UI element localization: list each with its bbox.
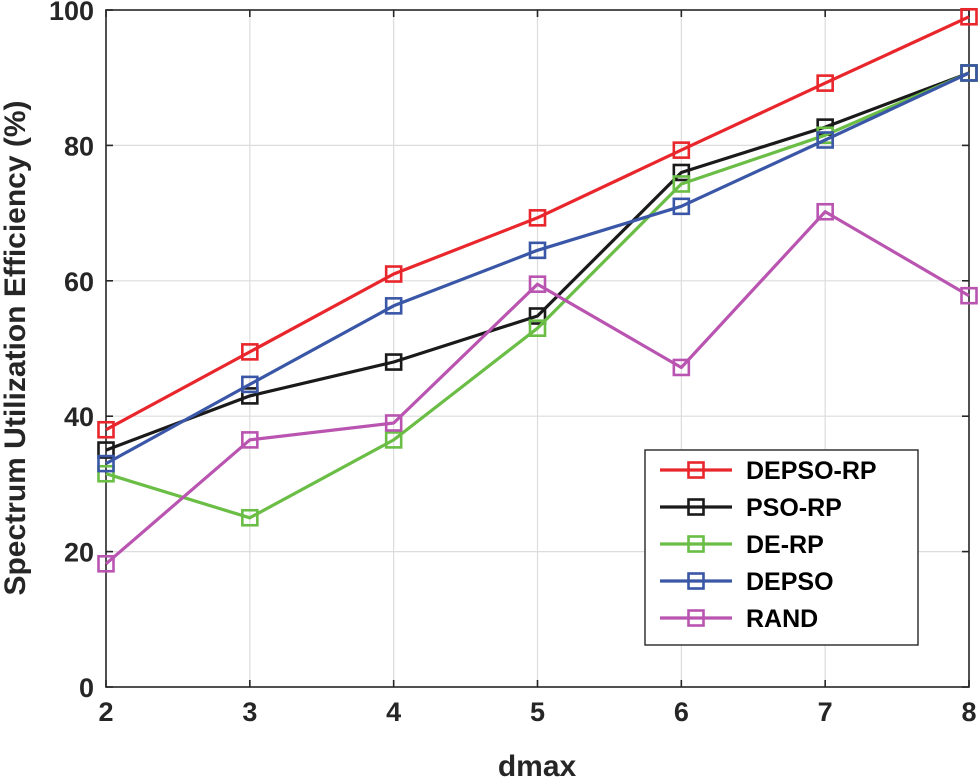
legend-entry-depso-rp: DEPSO-RP: [660, 457, 877, 485]
x-tick-label: 4: [386, 697, 401, 727]
y-tick-label: 60: [64, 267, 94, 297]
data-point-rand: [241, 431, 259, 449]
data-point-rand: [672, 358, 691, 377]
series-line-de-rp: [105, 71, 970, 520]
series-rand: [97, 202, 978, 573]
data-point-depso-rp: [816, 74, 834, 92]
data-point-de-rp: [528, 319, 547, 337]
series-layer: [97, 7, 978, 573]
y-tick-label: 40: [64, 402, 94, 432]
grid-lines: [106, 10, 969, 687]
data-point-de-rp: [97, 464, 115, 483]
legend-label-depso: DEPSO: [746, 568, 834, 596]
data-point-depso-rp: [97, 420, 115, 439]
data-point-depso: [816, 131, 834, 149]
data-point-depso: [960, 64, 978, 82]
legend-label-de-rp: DE-RP: [746, 531, 824, 559]
data-point-de-rp: [384, 431, 403, 449]
data-point-pso-rp: [672, 163, 691, 182]
data-point-rand: [97, 554, 115, 573]
legend-marker-depso: [687, 572, 705, 590]
x-tick-label: 2: [98, 697, 113, 727]
data-point-depso: [672, 197, 691, 216]
data-point-depso: [528, 241, 547, 260]
legend-label-rand: RAND: [746, 605, 818, 633]
x-tick-label: 6: [674, 697, 689, 727]
legend-entry-de-rp: DE-RP: [660, 531, 824, 559]
data-point-pso-rp: [97, 441, 115, 459]
legend-box: [644, 449, 919, 646]
data-point-rand: [384, 414, 403, 432]
x-tick-label: 8: [961, 697, 976, 727]
y-tick-label: 80: [64, 131, 94, 161]
y-tick-label: 20: [64, 538, 94, 568]
x-axis-label: dmax: [498, 750, 577, 779]
legend-marker-rand: [687, 609, 705, 627]
data-point-depso-rp: [960, 7, 978, 26]
data-point-de-rp: [241, 508, 259, 527]
data-point-pso-rp: [241, 387, 259, 405]
data-point-depso: [384, 297, 403, 315]
x-tick-label: 3: [242, 697, 257, 727]
legend-entry-rand: RAND: [660, 605, 818, 633]
data-point-pso-rp: [528, 307, 547, 325]
data-point-depso-rp: [528, 209, 547, 227]
legend-entry-depso: DEPSO: [660, 568, 834, 596]
x-tick-label: 7: [818, 697, 833, 727]
legend: DEPSO-RP PSO-RP DE-RP DEPSO RAND: [644, 449, 919, 646]
data-point-depso-rp: [672, 141, 691, 159]
series-line-rand: [104, 210, 970, 566]
data-point-depso: [241, 375, 259, 394]
data-point-depso: [97, 454, 115, 473]
data-point-rand: [528, 275, 547, 293]
y-tick-label: 0: [79, 673, 94, 703]
data-point-depso-rp: [384, 265, 403, 283]
series-line-depso-rp: [105, 15, 970, 432]
legend-marker-de-rp: [687, 535, 705, 553]
series-depso: [97, 64, 978, 473]
legend-label-pso-rp: PSO-RP: [746, 494, 842, 522]
series-line-depso: [105, 71, 970, 466]
data-point-pso-rp: [384, 353, 403, 371]
x-tick-label: 5: [530, 697, 545, 727]
legend-marker-pso-rp: [687, 498, 705, 516]
y-axis-label: Spectrum Utilization Efficiency (%): [0, 100, 32, 595]
legend-marker-depso-rp: [687, 461, 705, 479]
data-point-rand: [960, 286, 978, 305]
data-point-rand: [816, 202, 834, 221]
data-point-depso-rp: [241, 343, 259, 361]
series-depso-rp: [97, 7, 978, 439]
y-tick-label: 100: [49, 0, 94, 26]
legend-label-depso-rp: DEPSO-RP: [746, 457, 877, 485]
data-point-de-rp: [672, 175, 691, 193]
legend-entry-pso-rp: PSO-RP: [660, 494, 842, 522]
